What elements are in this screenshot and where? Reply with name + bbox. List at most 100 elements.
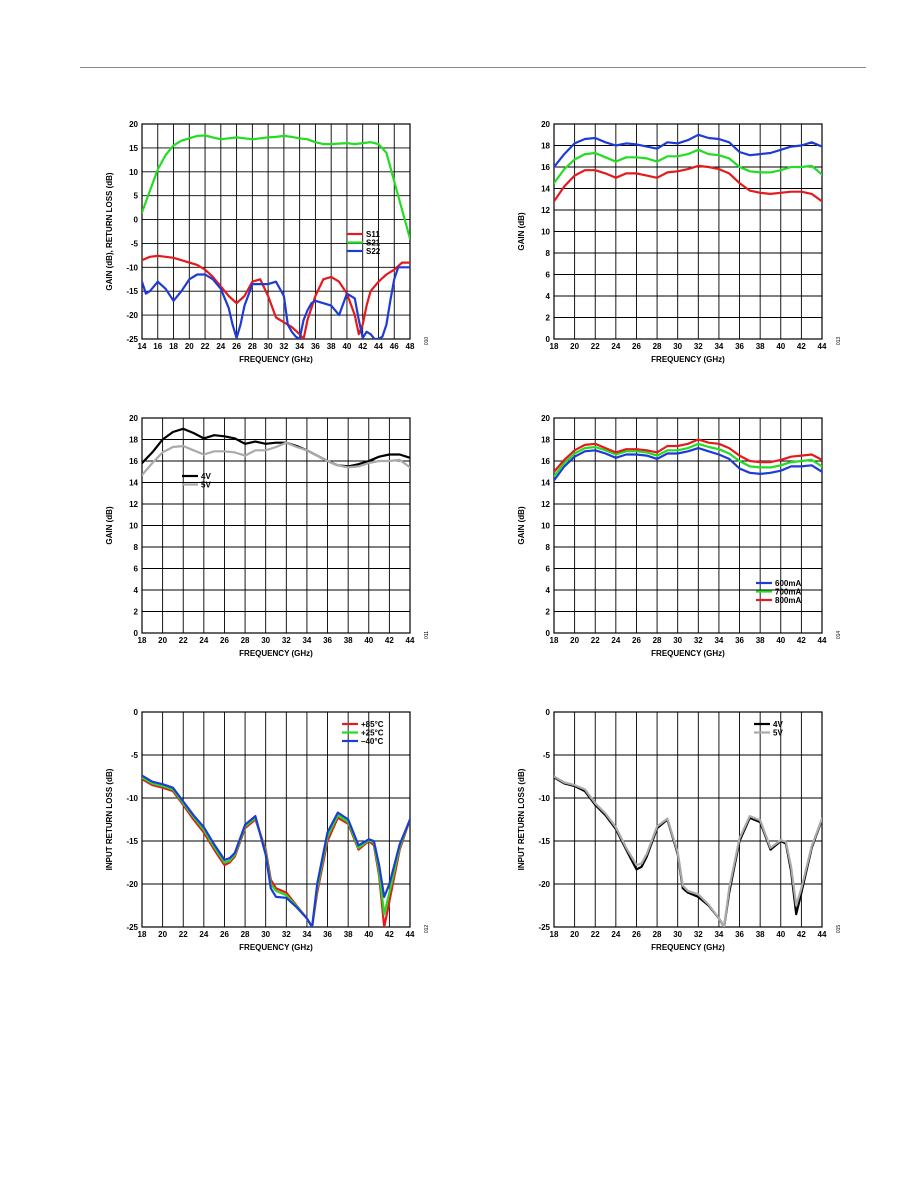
series-line-800ma — [554, 438, 822, 473]
x-tick-label: 28 — [653, 342, 662, 351]
y-tick-label: -25 — [126, 335, 138, 344]
y-axis-label: GAIN (dB) — [517, 506, 526, 545]
figure-id: 015 — [836, 925, 842, 934]
y-tick-label: 4 — [134, 586, 139, 595]
x-tick-label: 18 — [138, 930, 147, 939]
x-tick-label: 38 — [756, 930, 765, 939]
x-tick-label: 20 — [158, 636, 167, 645]
series-group — [142, 427, 410, 477]
y-tick-label: 15 — [129, 144, 138, 153]
chart-return-loss-vs-supply: 18 20 22 24 26 28 30 32 34 36 38 40 42 44 -25 -20 -15 -10… — [517, 708, 842, 952]
legend: +85°C+25°C–40°C — [342, 720, 384, 746]
y-tick-label: 16 — [541, 163, 550, 172]
grid-lines — [553, 123, 823, 340]
x-tick-label: 44 — [406, 930, 415, 939]
chart-return-loss-vs-temperature: 18 20 22 24 26 28 30 32 34 36 38 40 42 44 -25 -20 -15 -10… — [105, 708, 430, 952]
y-tick-label: 6 — [546, 271, 551, 280]
plot-frame — [141, 123, 411, 340]
y-tick-label: 12 — [129, 500, 138, 509]
y-tick-label: 18 — [129, 436, 138, 445]
series-line-0 — [554, 133, 822, 169]
x-tick-label: 32 — [694, 342, 703, 351]
x-tick-label: 44 — [406, 636, 415, 645]
legend-label: +25°C — [361, 729, 384, 738]
series-line-s22 — [142, 266, 410, 339]
x-tick-label: 44 — [818, 342, 827, 351]
y-tick-label: 20 — [129, 120, 138, 129]
x-tick-label: 48 — [406, 342, 415, 351]
y-tick-label: 14 — [129, 479, 138, 488]
x-tick-label: 40 — [776, 636, 785, 645]
y-tick-label: 10 — [129, 168, 138, 177]
y-tick-label: -5 — [131, 751, 139, 760]
x-tick-label: 44 — [374, 342, 383, 351]
y-tick-label: 4 — [546, 292, 551, 301]
x-tick-label: 24 — [611, 342, 620, 351]
series-line-5v — [554, 775, 822, 927]
y-tick-label: -20 — [126, 880, 138, 889]
legend-label: 5V — [201, 481, 211, 490]
x-tick-label: 30 — [261, 930, 270, 939]
grid-lines — [141, 417, 411, 634]
plot-frame — [553, 417, 823, 634]
figure-id: 014 — [836, 631, 842, 640]
x-axis-label: FREQUENCY (GHz) — [651, 649, 725, 658]
y-tick-label: 14 — [541, 185, 550, 194]
y-tick-label: 10 — [541, 228, 550, 237]
y-tick-label: 0 — [134, 216, 139, 225]
y-tick-label: -15 — [126, 837, 138, 846]
series-line-1 — [554, 148, 822, 185]
y-axis-label: INPUT RETURN LOSS (dB) — [517, 768, 526, 870]
y-tick-label: 12 — [541, 206, 550, 215]
series-group — [554, 133, 822, 203]
figure-id: 013 — [836, 337, 842, 346]
x-tick-label: 26 — [220, 930, 229, 939]
legend-label: 4V — [773, 720, 783, 729]
y-tick-label: -20 — [126, 311, 138, 320]
x-tick-label: 42 — [797, 636, 806, 645]
series-line-s11 — [142, 254, 410, 339]
y-tick-label: 14 — [541, 479, 550, 488]
series-line-700ma — [554, 442, 822, 478]
legend-label: –40°C — [361, 737, 384, 746]
x-axis-label: FREQUENCY (GHz) — [239, 355, 313, 364]
legend-label: 600mA — [775, 579, 801, 588]
x-tick-label: 22 — [591, 636, 600, 645]
y-tick-label: 8 — [134, 543, 139, 552]
x-tick-label: 26 — [632, 342, 641, 351]
y-tick-label: -10 — [126, 263, 138, 272]
legend-label: 700mA — [775, 588, 801, 597]
x-axis-label: FREQUENCY (GHz) — [651, 355, 725, 364]
x-tick-label: 44 — [818, 930, 827, 939]
chart-gain-vs-frequency: 18 20 22 24 26 28 30 32 34 36 38 40 42 44024681012141… — [517, 120, 842, 364]
x-tick-label: 34 — [295, 342, 304, 351]
x-tick-label: 40 — [364, 930, 373, 939]
x-tick-label: 22 — [179, 930, 188, 939]
x-tick-label: 30 — [673, 636, 682, 645]
y-tick-label: 10 — [129, 522, 138, 531]
plot-frame — [553, 711, 823, 928]
y-tick-label: -25 — [538, 923, 550, 932]
x-tick-label: 40 — [342, 342, 351, 351]
x-tick-label: 34 — [714, 930, 723, 939]
x-tick-label: 34 — [302, 930, 311, 939]
x-tick-label: 16 — [153, 342, 162, 351]
x-tick-label: 18 — [138, 636, 147, 645]
x-tick-label: 20 — [570, 636, 579, 645]
legend-label: 4V — [201, 472, 211, 481]
y-axis-label: GAIN (dB) — [517, 212, 526, 251]
x-tick-label: 34 — [714, 342, 723, 351]
x-axis-label: FREQUENCY (GHz) — [651, 943, 725, 952]
x-tick-label: 26 — [632, 930, 641, 939]
legend-label: S22 — [366, 247, 381, 256]
x-tick-label: 30 — [673, 342, 682, 351]
x-tick-label: 28 — [241, 636, 250, 645]
legend-label: S11 — [366, 230, 380, 239]
series-line-4v — [554, 776, 822, 927]
y-tick-label: 2 — [546, 314, 551, 323]
legend-label: S21 — [366, 239, 381, 248]
x-tick-label: 38 — [327, 342, 336, 351]
